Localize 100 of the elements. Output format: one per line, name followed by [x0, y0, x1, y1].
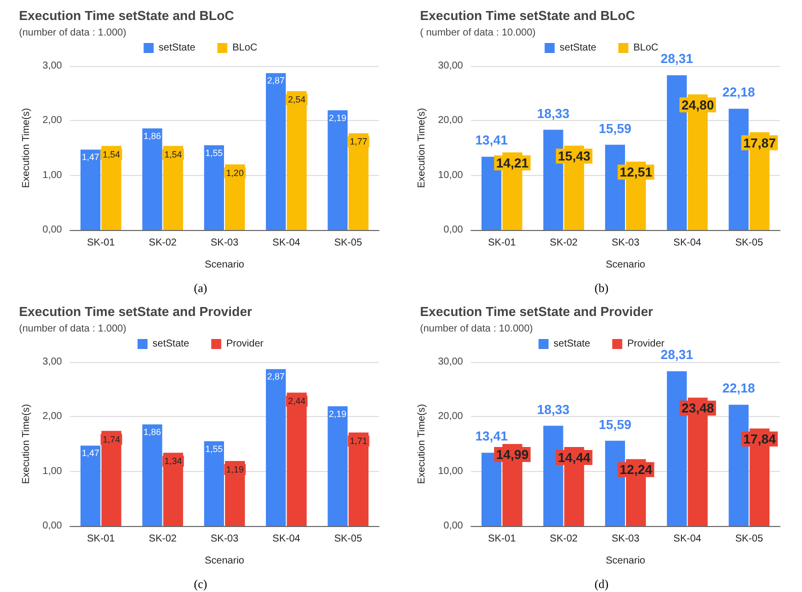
- data-label: 12,51: [620, 164, 652, 180]
- data-label: 2,87: [267, 372, 285, 382]
- y-tick-label: 3,00: [42, 60, 62, 72]
- data-label: 28,31: [660, 347, 694, 362]
- bar: [266, 73, 286, 230]
- y-tick-label: 0,00: [444, 520, 464, 532]
- y-tick-label: 20,00: [438, 411, 464, 422]
- y-tick-label: 0,00: [444, 224, 464, 236]
- legend-label: setState: [560, 42, 597, 54]
- x-tick-label: SK-03: [210, 238, 239, 248]
- data-label: 14,21: [496, 155, 529, 170]
- y-tick-label: 20,00: [438, 115, 464, 126]
- x-tick-label: SK-01: [87, 238, 116, 248]
- data-label: 14,44: [558, 450, 592, 466]
- data-label: 2,19: [328, 408, 346, 419]
- legend-label: Provider: [226, 338, 264, 350]
- data-label: 13,41: [475, 428, 508, 444]
- data-label: 17,84: [743, 431, 777, 446]
- chart-title: Execution Time setState and Provider: [19, 304, 252, 319]
- x-tick-label: SK-04: [673, 534, 702, 544]
- bar: [266, 369, 286, 526]
- x-axis-title: Scenario: [204, 260, 245, 270]
- chart-subtitle: (number of data : 1.000): [19, 28, 126, 38]
- data-label: 1,55: [205, 148, 223, 158]
- bar: [328, 110, 348, 230]
- x-tick-label: SK-01: [488, 534, 516, 544]
- data-label: 12,24: [620, 462, 653, 478]
- text: (a): [194, 281, 208, 295]
- x-tick-label: SK-03: [612, 534, 640, 544]
- bar: [286, 392, 307, 526]
- y-axis-title: Execution Time(s): [416, 404, 428, 484]
- data-label: 15,43: [558, 148, 590, 164]
- data-label: 18,33: [536, 106, 570, 121]
- y-tick-label: 0,00: [42, 520, 62, 532]
- text: (d): [594, 577, 609, 591]
- data-label: 14,99: [496, 447, 529, 462]
- chart-subtitle: ( number of data : 10.000): [420, 28, 536, 38]
- y-tick-label: 0,00: [42, 224, 62, 236]
- x-tick-label: SK-05: [334, 534, 362, 544]
- y-tick-label: 3,00: [42, 356, 62, 368]
- bar: [142, 128, 162, 230]
- data-label: 1,74: [102, 434, 120, 444]
- data-label: 1,54: [164, 149, 182, 160]
- data-label: 13,41: [475, 132, 508, 148]
- y-tick-label: 1,00: [42, 170, 62, 181]
- x-tick-label: SK-04: [272, 534, 301, 544]
- data-label: 28,31: [660, 51, 694, 66]
- chart-title: Execution Time setState and BLoC: [420, 8, 636, 23]
- x-tick-label: SK-02: [148, 238, 178, 248]
- data-label: 2,44: [288, 396, 306, 406]
- data-label: 1,20: [226, 168, 244, 178]
- data-label: 1,47: [82, 448, 100, 458]
- chart-title: Execution Time setState and Provider: [420, 304, 654, 319]
- x-axis-title: Scenario: [606, 260, 646, 270]
- data-label: 1,55: [205, 444, 223, 454]
- y-tick-label: 2,00: [42, 411, 62, 422]
- data-label: 22,18: [722, 84, 755, 100]
- bar: [80, 446, 100, 526]
- x-tick-label: SK-05: [735, 238, 764, 248]
- text: (b): [594, 281, 609, 295]
- x-tick-label: SK-04: [272, 238, 301, 248]
- bar: [142, 424, 162, 526]
- data-label: 1,77: [350, 136, 368, 147]
- y-tick-label: 30,00: [438, 60, 464, 72]
- data-label: 15,59: [598, 120, 632, 136]
- x-tick-label: SK-03: [210, 534, 239, 544]
- data-label: 22,18: [722, 380, 755, 396]
- y-axis-title: Execution Time(s): [21, 404, 32, 484]
- x-tick-label: SK-01: [488, 238, 516, 248]
- x-tick-label: SK-02: [550, 238, 578, 248]
- data-label: 17,87: [743, 135, 776, 150]
- x-tick-label: SK-04: [673, 238, 702, 248]
- text: (c): [194, 577, 208, 591]
- data-label: 1,54: [102, 149, 120, 160]
- data-label: 1,34: [164, 456, 182, 466]
- chart-subtitle: (number of data : 10.000): [420, 324, 533, 334]
- legend-label: setState: [554, 338, 591, 350]
- data-label: 2,87: [267, 76, 285, 86]
- legend-label: setState: [158, 42, 196, 54]
- x-tick-label: SK-02: [550, 534, 578, 544]
- y-tick-label: 10,00: [438, 170, 464, 181]
- y-tick-label: 1,00: [42, 466, 62, 477]
- data-label: 1,71: [350, 436, 368, 446]
- y-tick-label: 2,00: [42, 115, 62, 126]
- x-axis-title: Scenario: [204, 556, 245, 566]
- bar: [204, 441, 224, 526]
- data-label: 1,19: [226, 464, 244, 474]
- bar: [286, 91, 307, 230]
- bar: [80, 150, 100, 230]
- bar: [328, 406, 348, 526]
- y-tick-label: 30,00: [438, 356, 464, 368]
- data-label: 1,86: [143, 130, 162, 141]
- y-tick-label: 10,00: [438, 466, 464, 477]
- x-tick-label: SK-02: [148, 534, 178, 544]
- chart-subtitle: (number of data : 1.000): [19, 324, 126, 334]
- data-label: 1,86: [143, 426, 162, 437]
- x-tick-label: SK-05: [334, 238, 362, 248]
- data-label: 2,19: [328, 112, 346, 123]
- y-axis-title: Execution Time(s): [21, 108, 32, 188]
- y-axis-title: Execution Time(s): [416, 108, 428, 188]
